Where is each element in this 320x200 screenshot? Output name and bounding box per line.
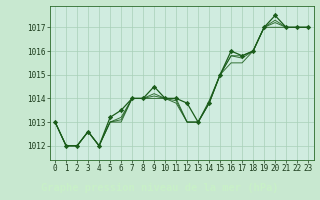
Text: Graphe pression niveau de la mer (hPa): Graphe pression niveau de la mer (hPa)	[41, 183, 279, 193]
